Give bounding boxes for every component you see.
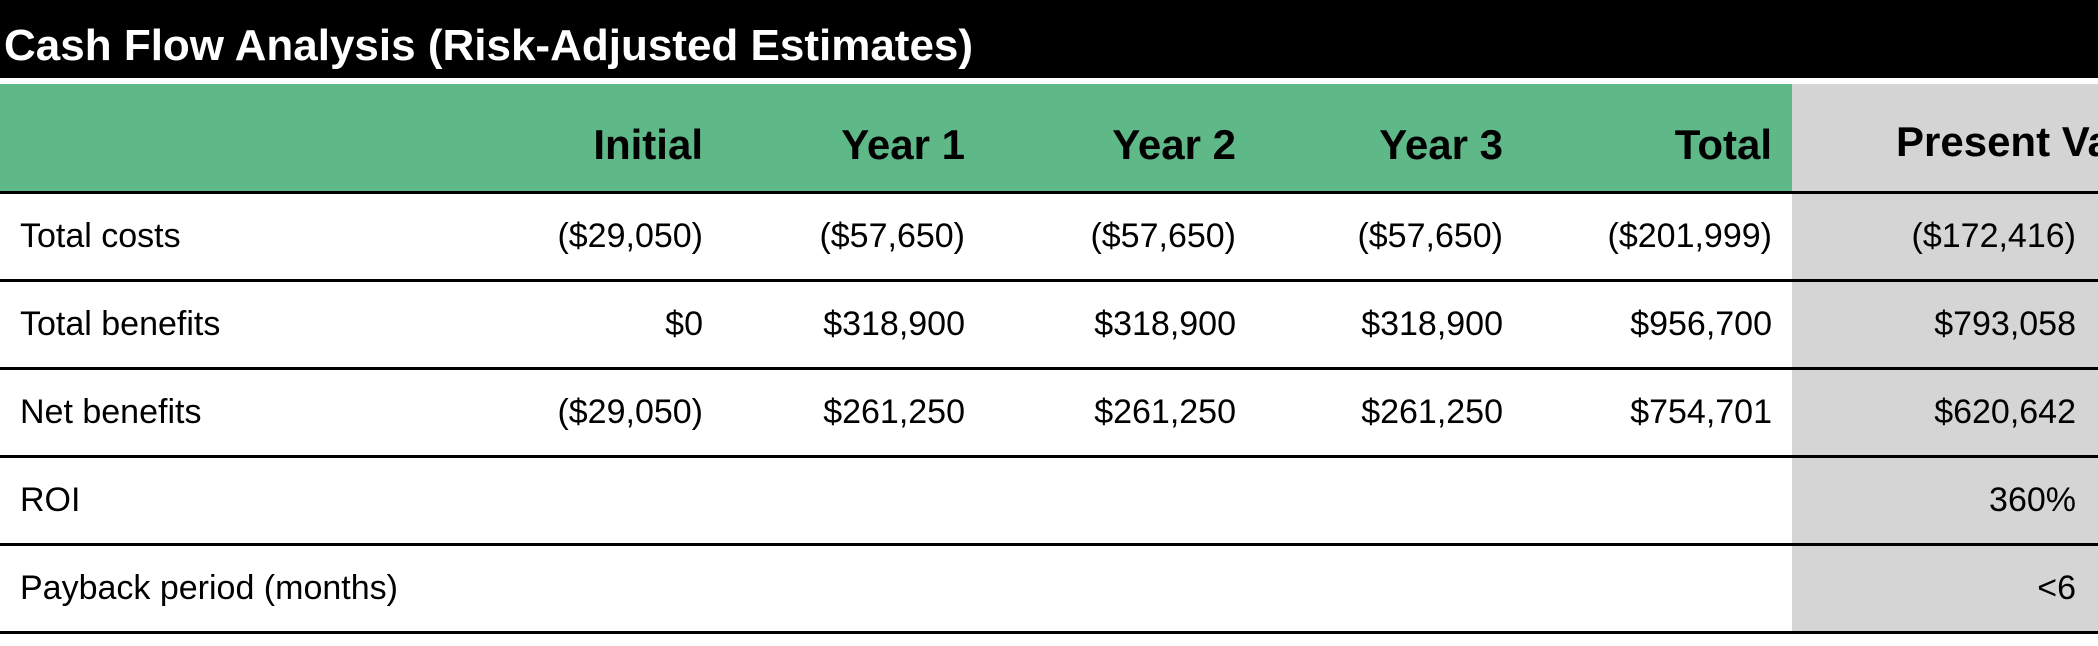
cell-year-2: $318,900 [1094,305,1236,343]
cell-year-1: $318,900 [823,305,965,343]
table-row-net-benefits: Net benefits ($29,050) $261,250 $261,250… [0,370,2098,458]
table-title: Cash Flow Analysis (Risk-Adjusted Estima… [0,0,2098,78]
cell-total: $956,700 [1630,305,1772,343]
column-header-year-2: Year 2 [1112,120,1236,168]
cell-year-3: $261,250 [1361,393,1503,431]
column-header-total: Total [1674,120,1772,168]
cell-initial: $0 [665,305,703,343]
cell-initial: ($29,050) [557,217,703,255]
cell-year-3: $318,900 [1361,305,1503,343]
cell-present-value: 360% [1989,481,2076,519]
cell-present-value: $620,642 [1934,393,2076,431]
cell-year-2: $261,250 [1094,393,1236,431]
cell-present-value: <6 [2037,569,2076,607]
row-label: Payback period (months) [20,569,398,607]
table-header-row: Initial Year 1 Year 2 Year 3 Total Prese… [0,84,2098,194]
cell-present-value: $793,058 [1934,305,2076,343]
cell-total: $754,701 [1630,393,1772,431]
row-label: Total benefits [20,305,221,343]
cell-present-value: ($172,416) [1911,217,2076,255]
table-row-total-costs: Total costs ($29,050) ($57,650) ($57,650… [0,194,2098,282]
cell-total: ($201,999) [1607,217,1772,255]
row-label: ROI [20,481,81,519]
column-header-initial: Initial [593,120,703,168]
column-header-year-1: Year 1 [841,120,965,168]
table-row-total-benefits: Total benefits $0 $318,900 $318,900 $318… [0,282,2098,370]
table-row-roi: ROI 360% [0,458,2098,546]
cell-initial: ($29,050) [557,393,703,431]
cell-year-3: ($57,650) [1357,217,1503,255]
cell-year-1: $261,250 [823,393,965,431]
cell-year-1: ($57,650) [819,217,965,255]
column-header-present-value: Present Value [1896,84,2098,191]
cash-flow-table: Initial Year 1 Year 2 Year 3 Total Prese… [0,84,2098,634]
column-header-year-3: Year 3 [1379,120,1503,168]
row-label: Net benefits [20,393,202,431]
present-value-header-text: Present Value [1896,117,2098,165]
cell-year-2: ($57,650) [1090,217,1236,255]
row-label: Total costs [20,217,181,255]
table-row-payback-period: Payback period (months) <6 [0,546,2098,634]
